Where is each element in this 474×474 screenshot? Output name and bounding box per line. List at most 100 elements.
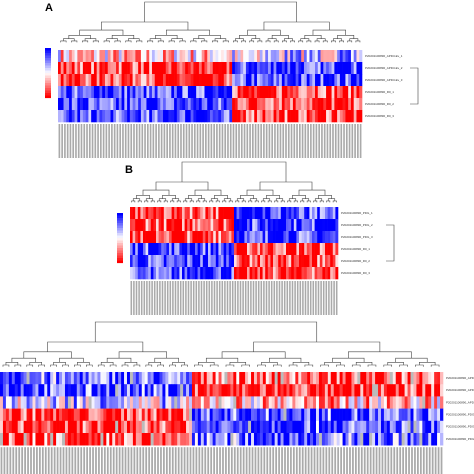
heatmap-cell — [234, 207, 237, 220]
heatmap-cell — [210, 74, 214, 87]
dendrogram — [259, 181, 313, 191]
heatmap-cell — [160, 98, 164, 111]
heatmap-cell — [353, 50, 357, 63]
heatmap-cell — [71, 62, 75, 75]
dendrogram — [257, 364, 266, 367]
dendrogram — [197, 198, 206, 201]
heatmap-cell — [331, 50, 335, 63]
heatmap-cell — [160, 62, 164, 75]
heatmap-cell — [416, 372, 420, 385]
heatmap-cell — [109, 408, 113, 422]
heatmap-cell — [325, 207, 328, 220]
heatmap-cell — [389, 420, 394, 434]
heatmap-cell — [312, 50, 316, 63]
heatmap-cell — [205, 207, 209, 220]
heatmap-cell — [295, 372, 299, 385]
heatmap-cell — [334, 110, 338, 123]
heatmap-cell — [149, 98, 153, 111]
heatmap-cell — [107, 98, 111, 111]
heatmap-cell — [312, 110, 316, 123]
heatmap-cell — [293, 219, 297, 232]
heatmap-cell — [251, 396, 255, 409]
dendrogram — [136, 194, 150, 199]
heatmap-cell — [140, 98, 144, 111]
heatmap-cell — [233, 420, 237, 434]
dendrogram — [262, 198, 271, 201]
heatmap-cell — [336, 396, 340, 409]
heatmap-cell — [200, 384, 205, 397]
heatmap-cell — [138, 50, 142, 63]
heatmap-cell — [298, 74, 302, 87]
heatmap-cell — [193, 98, 197, 111]
heatmap-cell — [163, 50, 167, 63]
color-key — [45, 95, 51, 99]
heatmap-cell — [301, 396, 305, 409]
heatmap-cell — [245, 74, 249, 87]
heatmap-cell — [224, 372, 228, 385]
row-label: P20201100890_R0_3 — [341, 271, 370, 275]
dendrogram — [131, 200, 136, 203]
heatmap-cell — [74, 110, 78, 123]
heatmap-cell — [154, 50, 158, 63]
heatmap-cell — [359, 110, 363, 123]
heatmap-cell — [259, 50, 263, 63]
heatmap-cell — [56, 433, 60, 446]
heatmap-cell — [104, 74, 109, 87]
heatmap-cell — [306, 243, 310, 256]
dendrogram — [298, 40, 304, 43]
heatmap-cell — [146, 62, 150, 75]
heatmap-cell — [319, 255, 323, 268]
heatmap-cell — [230, 372, 234, 385]
heatmap-cell — [221, 433, 225, 446]
heatmap-cell — [312, 243, 315, 256]
heatmap-cell — [351, 420, 355, 434]
heatmap-cell — [353, 86, 357, 99]
heatmap-cell — [339, 433, 343, 446]
heatmap-cell — [419, 420, 423, 434]
heatmap-cell — [149, 62, 153, 75]
heatmap-cell — [404, 396, 408, 409]
dendrogram — [209, 200, 214, 203]
heatmap-cell — [218, 243, 222, 256]
heatmap-cell — [97, 420, 101, 434]
dendrogram — [154, 357, 179, 363]
heatmap-cell — [221, 207, 224, 220]
heatmap-cell — [127, 74, 131, 87]
heatmap-cell — [440, 433, 444, 446]
heatmap-cell — [64, 384, 69, 397]
heatmap-cell — [292, 86, 296, 99]
heatmap-cell — [404, 384, 408, 397]
heatmap-cell — [366, 384, 370, 397]
heatmap-cell — [190, 98, 194, 111]
heatmap-cell — [132, 396, 137, 409]
heatmap-cell — [262, 396, 267, 409]
heatmap-cell — [229, 98, 233, 111]
heatmap-cell — [440, 372, 444, 385]
heatmap-cell — [243, 62, 247, 75]
heatmap-cell — [177, 384, 181, 397]
heatmap-cell — [218, 50, 222, 63]
heatmap-cell — [132, 433, 137, 446]
heatmap-cell — [283, 267, 287, 280]
heatmap-cell — [248, 110, 252, 123]
heatmap-cell — [233, 408, 237, 422]
heatmap-cell — [93, 62, 97, 75]
dendrogram — [399, 364, 408, 367]
heatmap-cell — [260, 255, 263, 268]
heatmap-cell — [195, 255, 198, 268]
heatmap-cell — [116, 50, 120, 63]
heatmap-cell — [161, 255, 165, 268]
dendrogram — [79, 29, 124, 36]
heatmap-cell — [288, 267, 292, 280]
heatmap-cell — [171, 219, 175, 232]
heatmap-cell — [410, 408, 414, 422]
heatmap-cell — [284, 86, 288, 99]
heatmap-cell — [158, 207, 162, 220]
heatmap-cell — [124, 372, 128, 385]
heatmap-cell — [309, 110, 313, 123]
dendrogram — [148, 362, 162, 366]
heatmap-cell — [401, 396, 405, 409]
heatmap-cell — [63, 86, 67, 99]
heatmap-cell — [239, 267, 243, 280]
